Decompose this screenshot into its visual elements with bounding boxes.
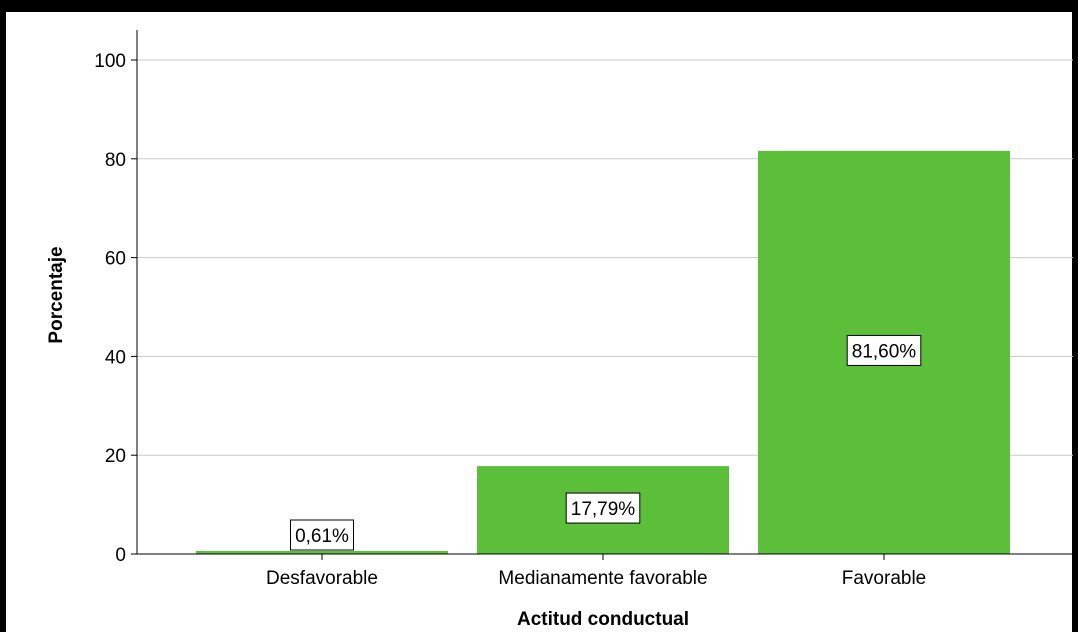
y-axis-ticks: 0 20 40 60 80 100 [94, 51, 137, 566]
y-tick-label: 80 [105, 150, 126, 171]
data-label-box [565, 492, 641, 524]
x-axis-ticks: Desfavorable Medianamente favorable Favora… [266, 554, 926, 589]
x-tick-label: Desfavorable [266, 568, 378, 589]
x-tick-label: Favorable [842, 568, 927, 589]
bar-chart: 0 20 40 60 80 100 0,61% 17,79% 81,60% Desfavora… [46, 30, 1073, 630]
y-tick-label: 40 [105, 347, 126, 368]
data-label-box [846, 334, 922, 366]
x-axis-title: Actitud conductual [517, 609, 689, 630]
data-label: 81,60% [852, 341, 917, 362]
y-axis-title: Porcentaje [46, 246, 67, 343]
data-label: 17,79% [571, 499, 636, 520]
y-tick-label: 60 [105, 249, 126, 270]
bars: 0,61% 17,79% 81,60% [196, 150, 1010, 554]
data-label: 0,61% [295, 526, 349, 547]
bar [196, 550, 448, 554]
y-tick-label: 100 [94, 51, 126, 72]
data-label-box [290, 519, 354, 551]
x-tick-label: Medianamente favorable [498, 568, 707, 589]
y-tick-label: 20 [105, 446, 126, 467]
y-tick-label: 0 [115, 545, 126, 566]
